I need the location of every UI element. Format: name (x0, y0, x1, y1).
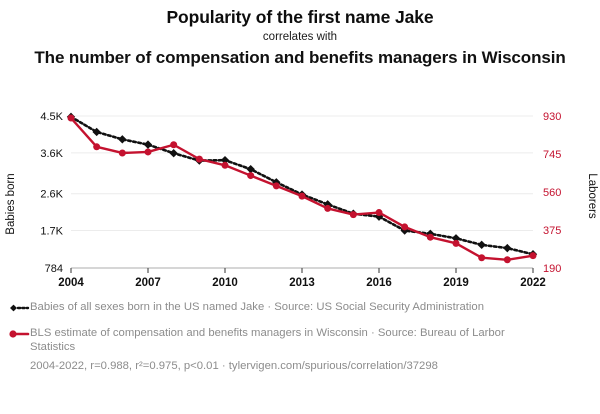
right-tick-label: 190 (543, 263, 561, 275)
chart-area: 2004 2007 2010 2013 2016 2019 2022 4.5K 3.6K 2.6… (0, 104, 600, 289)
data-point-marker (247, 172, 255, 180)
right-axis-title: Laborers (586, 173, 598, 219)
data-point-marker (220, 155, 230, 165)
data-point-marker (452, 239, 460, 247)
data-point-marker (375, 209, 383, 217)
data-point-marker (195, 155, 203, 163)
left-tick-label: 1.7K (40, 226, 63, 238)
title-block: Popularity of the first name Jake correl… (0, 0, 600, 68)
data-point-marker (478, 254, 486, 262)
right-axis-ticks: 930 745 560 375 190 (543, 111, 561, 275)
page-title: Popularity of the first name Jake (166, 7, 434, 27)
data-point-marker (169, 149, 178, 158)
data-point-marker (451, 234, 461, 243)
left-tick-label: 4.5K (40, 111, 63, 123)
legend-item-laborers: BLS estimate of compensation and benefit… (0, 326, 600, 354)
data-point-marker (246, 164, 255, 174)
x-tick-label: 2016 (366, 277, 392, 289)
data-point-marker (170, 141, 178, 149)
data-point-marker (144, 148, 152, 156)
x-tick-label: 2013 (289, 277, 315, 289)
legend-label-laborers: BLS estimate of compensation and benefit… (30, 327, 505, 354)
left-tick-label: 2.6K (40, 189, 63, 201)
series-laborers (67, 114, 537, 264)
data-point-marker (221, 161, 229, 169)
correlates-with-label: correlates with (262, 31, 338, 43)
x-tick-label: 2010 (212, 277, 238, 289)
correlation-stats-footer: 2004-2022, r=0.988, r²=0.975, p<0.01 · t… (30, 360, 438, 373)
data-point-marker (529, 252, 537, 260)
series-babies (66, 112, 538, 259)
data-point-marker (298, 192, 306, 200)
data-point-marker (349, 211, 357, 219)
left-axis-ticks: 4.5K 3.6K 2.6K 1.7K 784 (40, 111, 63, 275)
data-point-marker (324, 204, 332, 212)
x-axis-ticks: 2004 2007 2010 2013 2016 2019 2022 (58, 268, 546, 289)
correlation-line-chart: 2004 2007 2010 2013 2016 2019 2022 4.5K 3.6K 2.6… (5, 111, 598, 289)
page-subtitle: The number of compensation and benefits … (34, 48, 566, 67)
right-tick-label: 375 (543, 225, 561, 237)
legend-label-babies: Babies of all sexes born in the US named… (30, 301, 484, 313)
series-line (69, 115, 535, 256)
data-point-marker (374, 212, 384, 221)
left-axis-title: Babies born (5, 173, 17, 234)
data-point-marker (93, 143, 101, 151)
x-tick-label: 2022 (520, 277, 546, 289)
data-point-marker (118, 135, 127, 144)
right-tick-label: 745 (543, 149, 561, 161)
data-point-marker (503, 243, 512, 253)
data-point-marker (118, 149, 126, 157)
x-tick-label: 2007 (135, 277, 161, 289)
circle-solid-marker-icon (4, 327, 30, 343)
data-point-marker (426, 233, 434, 241)
x-tick-label: 2004 (58, 277, 84, 289)
data-point-marker (143, 140, 153, 149)
left-tick-label: 784 (45, 263, 63, 275)
legend-item-babies: Babies of all sexes born in the US named… (0, 300, 600, 317)
diamond-dotted-marker-icon (4, 301, 30, 317)
right-tick-label: 930 (543, 111, 561, 123)
x-tick-label: 2019 (443, 277, 469, 289)
data-point-marker (477, 240, 486, 250)
data-point-marker (272, 182, 280, 190)
left-tick-label: 3.6K (40, 148, 63, 160)
series-group (66, 112, 538, 264)
legend-and-footer: Babies of all sexes born in the US named… (0, 300, 600, 374)
right-tick-label: 560 (543, 187, 561, 199)
data-point-marker (67, 114, 75, 122)
series-line (69, 116, 535, 261)
data-point-marker (401, 223, 409, 231)
data-point-marker (503, 256, 511, 264)
